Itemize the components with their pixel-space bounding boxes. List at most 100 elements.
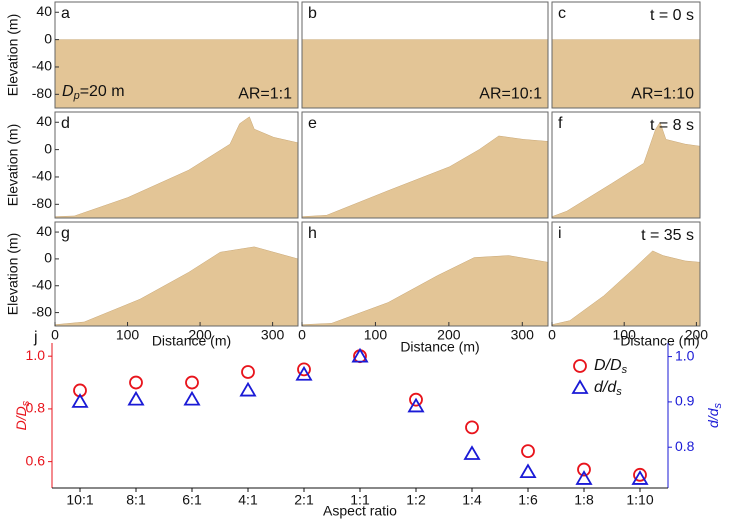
y2-axis-label: d/ds xyxy=(705,403,724,428)
y2-axis-label-part: s xyxy=(712,403,724,409)
panel-letter: f xyxy=(558,115,563,132)
y2-tick-label: 1.0 xyxy=(675,347,695,363)
panel-frame xyxy=(301,111,549,219)
legend-label: D/Ds xyxy=(594,357,628,376)
legend-label-part: D/D xyxy=(594,357,622,374)
x-tick-label: 1:4 xyxy=(462,492,482,508)
panel-letter: d xyxy=(61,115,70,132)
y-tick-label: 0 xyxy=(44,250,52,266)
y-tick-label: -80 xyxy=(32,195,52,211)
panel-letter: g xyxy=(61,225,70,242)
point xyxy=(633,467,647,482)
aspect-label: AR=1:10 xyxy=(631,86,694,103)
y-tick-label: 0 xyxy=(44,30,52,46)
y-tick-label: 40 xyxy=(36,223,52,239)
diameter-label: Dp=20 m xyxy=(62,83,125,102)
legend-label: d/ds xyxy=(594,379,622,398)
x-tick-label: 200 xyxy=(188,327,212,343)
point xyxy=(127,390,145,406)
point xyxy=(631,470,649,485)
point xyxy=(71,393,89,408)
y-tick-label: -40 xyxy=(32,58,52,74)
time-label: t = 8 s xyxy=(650,117,694,134)
point xyxy=(407,397,425,413)
panel-frame xyxy=(54,111,299,219)
x-tick-label: 8:1 xyxy=(126,492,146,508)
y-axis-label: Elevation (m) xyxy=(5,124,21,206)
granular-mass xyxy=(551,121,701,219)
x-tick-label: 0 xyxy=(51,327,59,343)
y-tick-label: 40 xyxy=(36,3,52,19)
point xyxy=(295,365,313,381)
x-tick-label: 4:1 xyxy=(238,492,258,508)
x-tick-label: 100 xyxy=(613,327,637,343)
y2-axis-label-part: d/d xyxy=(705,407,721,428)
y-tick-label: 40 xyxy=(36,113,52,129)
x-tick-label: 200 xyxy=(685,327,709,343)
x-tick-label: 200 xyxy=(437,327,461,343)
panel-letter: c xyxy=(558,5,566,22)
y-axis-label-part: s xyxy=(20,400,32,406)
x-axis-label: Aspect ratio xyxy=(323,503,397,519)
diameter-label-part: p xyxy=(73,90,80,102)
panel-letter: h xyxy=(308,225,317,242)
legend-marker xyxy=(573,359,587,373)
x-tick-label: 300 xyxy=(261,327,285,343)
panel-letter: e xyxy=(308,115,317,132)
panel-frame xyxy=(54,221,299,327)
y-tick-label: 0.6 xyxy=(26,452,46,468)
legend-marker xyxy=(571,379,589,394)
x-tick-label: 1:8 xyxy=(574,492,594,508)
granular-mass xyxy=(54,116,299,219)
panel-letter: i xyxy=(558,225,562,242)
x-tick-label: 1:10 xyxy=(626,492,653,508)
point xyxy=(519,463,537,479)
panel-frame xyxy=(551,111,701,219)
panel-frame xyxy=(54,1,299,109)
granular-mass xyxy=(551,250,701,327)
x-tick-label: 100 xyxy=(116,327,140,343)
y-tick-label: 0 xyxy=(44,140,52,156)
legend-label-part: d/d xyxy=(594,379,617,396)
y2-tick-label: 0.9 xyxy=(675,393,695,409)
aspect-label: AR=1:1 xyxy=(238,86,292,103)
y-tick-label: -80 xyxy=(32,303,52,319)
panel-letter: b xyxy=(308,5,317,22)
x-tick-label: 1:6 xyxy=(518,492,538,508)
x-tick-label: 1:1 xyxy=(350,492,370,508)
x-tick-label: 300 xyxy=(511,327,535,343)
y-axis-label: Elevation (m) xyxy=(5,233,21,315)
x-axis-label: Distance (m) xyxy=(152,333,231,349)
time-label: t = 0 s xyxy=(650,7,694,24)
point xyxy=(239,381,257,397)
x-tick-label: 100 xyxy=(364,327,388,343)
y-tick-label: -80 xyxy=(32,85,52,101)
y-tick-label: -40 xyxy=(32,276,52,292)
x-tick-label: 10:1 xyxy=(66,492,93,508)
y-tick-label: 1.0 xyxy=(26,347,46,363)
x-tick-label: 1:2 xyxy=(406,492,426,508)
legend-label-part: s xyxy=(622,364,628,376)
y-axis-label-part: D/D xyxy=(13,406,29,430)
panel-frame xyxy=(301,221,549,327)
panel-letter: j xyxy=(33,329,38,346)
point xyxy=(241,365,255,379)
x-axis-label: Distance (m) xyxy=(400,339,479,355)
y2-tick-label: 0.8 xyxy=(675,438,695,454)
point xyxy=(521,444,535,458)
granular-mass xyxy=(301,255,549,327)
point xyxy=(575,470,593,485)
point xyxy=(129,375,143,390)
x-axis-label: Distance (m) xyxy=(620,333,699,349)
panel-frame xyxy=(551,1,701,109)
point xyxy=(185,375,199,390)
x-tick-label: 0 xyxy=(298,327,306,343)
panel-letter: a xyxy=(61,5,70,22)
aspect-label: AR=10:1 xyxy=(479,86,542,103)
granular-mass xyxy=(301,135,549,219)
point xyxy=(183,390,201,406)
diameter-label-part: =20 m xyxy=(80,83,125,100)
point xyxy=(351,347,369,363)
y-tick-label: -40 xyxy=(32,168,52,184)
